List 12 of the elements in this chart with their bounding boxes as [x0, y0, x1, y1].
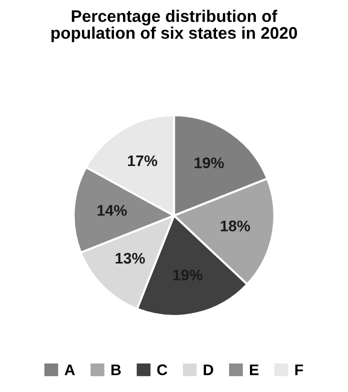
legend-label: A	[64, 364, 75, 376]
data-label: 19%	[194, 157, 224, 168]
chart-title: Percentage distribution of population of six states in 2020	[51, 10, 297, 42]
data-label: 13%	[116, 252, 145, 264]
legend-label: D	[204, 364, 214, 376]
legend-label: F	[295, 364, 304, 376]
data-label: 14%	[98, 205, 127, 216]
legend-label: E	[250, 364, 259, 376]
legend-label: C	[157, 364, 168, 376]
data-label: 17%	[128, 155, 158, 166]
legend-label: B	[111, 364, 121, 376]
data-label: 18%	[220, 220, 250, 232]
